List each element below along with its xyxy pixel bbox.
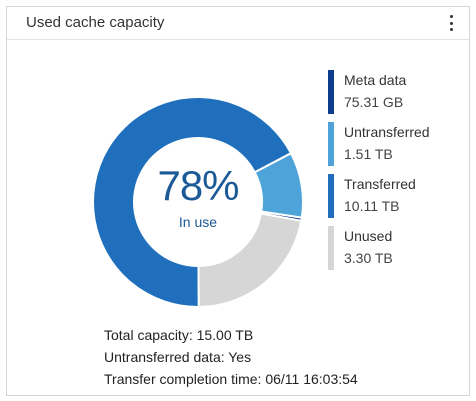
donut-svg (92, 96, 304, 308)
legend-value: 3.30 TB (344, 250, 393, 266)
transfer-completion-text: Transfer completion time: 06/11 16:03:54 (104, 371, 358, 387)
legend-swatch (328, 226, 334, 270)
legend-value: 10.11 TB (344, 198, 400, 214)
legend-swatch (328, 70, 334, 114)
total-capacity-text: Total capacity: 15.00 TB (104, 327, 254, 343)
legend-value: 75.31 GB (344, 94, 404, 110)
in-use-percentage: 78% (157, 162, 239, 209)
legend-label: Meta data (344, 72, 407, 88)
legend-label: Unused (344, 228, 393, 244)
legend-value: 1.51 TB (344, 146, 393, 162)
donut-slice-transferred (92, 96, 293, 308)
capacity-donut-chart: 78% In use (92, 96, 304, 308)
capacity-info: Total capacity: 15.00 TB Untransferred d… (104, 324, 358, 390)
in-use-label: In use (178, 214, 218, 230)
donut-slice-unused (197, 212, 303, 308)
legend-swatch (328, 174, 334, 218)
panel-header: Used cache capacity (7, 7, 469, 40)
kebab-menu-icon[interactable] (446, 15, 456, 31)
legend-swatch (328, 122, 334, 166)
untransferred-data-text: Untransferred data: Yes (104, 349, 252, 365)
legend-label: Untransferred (344, 124, 430, 140)
legend-label: Transferred (344, 176, 416, 192)
cache-capacity-panel: Used cache capacity (6, 6, 470, 396)
panel-title: Used cache capacity (26, 14, 165, 31)
